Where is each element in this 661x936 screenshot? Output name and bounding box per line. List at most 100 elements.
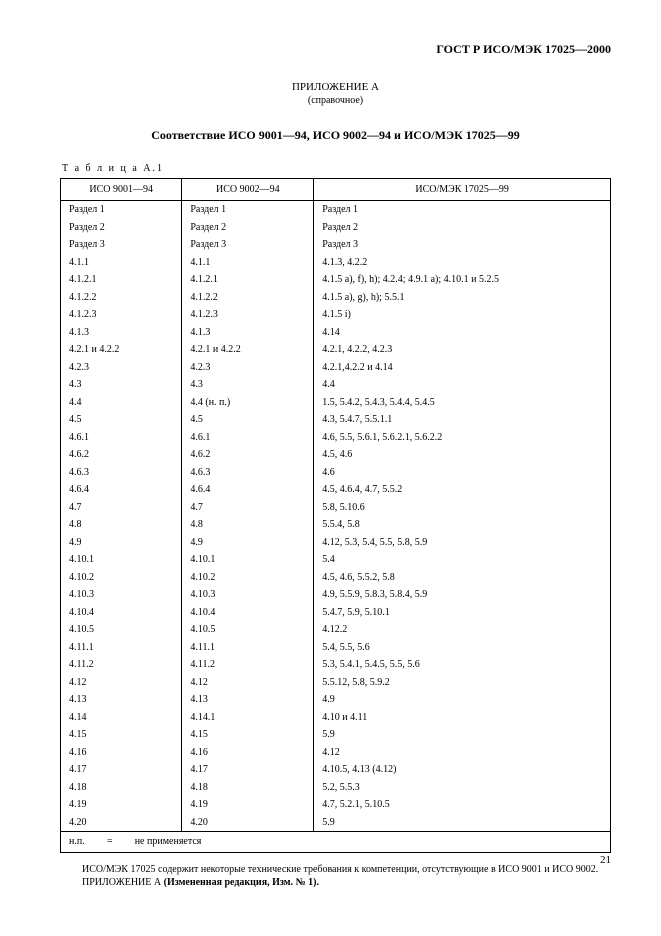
table-cell: 4.1.3 <box>61 324 182 342</box>
table-cell: 4.6, 5.5, 5.6.1, 5.6.2.1, 5.6.2.2 <box>314 429 611 447</box>
table-cell: 5.4 <box>314 551 611 569</box>
doc-title: ГОСТ Р ИСО/МЭК 17025—2000 <box>60 42 611 57</box>
table-cell: 4.9 <box>314 691 611 709</box>
table-cell: 5.9 <box>314 726 611 744</box>
table-cell: 4.5 <box>182 411 314 429</box>
th-col2: ИСО 9002—94 <box>182 179 314 201</box>
table-row: 4.1.2.14.1.2.14.1.5 a), f), h); 4.2.4; 4… <box>61 271 611 289</box>
table-cell: 4.5, 4.6.4, 4.7, 5.5.2 <box>314 481 611 499</box>
table-cell: 4.2.3 <box>182 359 314 377</box>
table-foot-row: н.п.=не применяется <box>61 832 611 852</box>
table-row: 4.1.2.24.1.2.24.1.5 a), g), h); 5.5.1 <box>61 289 611 307</box>
table-cell: 4.1.2.3 <box>61 306 182 324</box>
table-cell: 4.3, 5.4.7, 5.5.1.1 <box>314 411 611 429</box>
table-container: ИСО 9001—94 ИСО 9002—94 ИСО/МЭК 17025—99… <box>60 178 611 853</box>
table-cell: 4.11.1 <box>61 639 182 657</box>
table-row: 4.54.54.3, 5.4.7, 5.5.1.1 <box>61 411 611 429</box>
table-cell: 4.15 <box>61 726 182 744</box>
table-cell: 4.20 <box>182 814 314 832</box>
table-cell: Раздел 2 <box>182 219 314 237</box>
page-number: 21 <box>600 854 611 866</box>
table-cell: 4.1.2.1 <box>61 271 182 289</box>
table-cell: 4.5 <box>61 411 182 429</box>
table-cell: 4.10 и 4.11 <box>314 709 611 727</box>
table-cell: 4.3 <box>61 376 182 394</box>
table-cell: 4.14.1 <box>182 709 314 727</box>
table-row: 4.1.34.1.34.14 <box>61 324 611 342</box>
table-cell: 4.12 <box>314 744 611 762</box>
table-cell: 4.6.2 <box>182 446 314 464</box>
table-row: 4.94.94.12, 5.3, 5.4, 5.5, 5.8, 5.9 <box>61 534 611 552</box>
table-row: 4.44.4 (н. п.)1.5, 5.4.2, 5.4.3, 5.4.4, … <box>61 394 611 412</box>
table-body: Раздел 1Раздел 1Раздел 1Раздел 2Раздел 2… <box>61 201 611 852</box>
table-cell: 4.16 <box>182 744 314 762</box>
table-row: 4.134.134.9 <box>61 691 611 709</box>
table-row: 4.10.54.10.54.12.2 <box>61 621 611 639</box>
table-cell: 4.1.3, 4.2.2 <box>314 254 611 272</box>
table-row: 4.164.164.12 <box>61 744 611 762</box>
table-cell: 4.4 <box>314 376 611 394</box>
table-cell: 4.6.3 <box>61 464 182 482</box>
table-cell: 4.7 <box>61 499 182 517</box>
table-cell: 4.6 <box>314 464 611 482</box>
table-cell: 4.6.1 <box>182 429 314 447</box>
table-row: 4.1.2.34.1.2.34.1.5 i) <box>61 306 611 324</box>
table-cell: 4.1.2.1 <box>182 271 314 289</box>
table-cell: 4.9 <box>182 534 314 552</box>
table-row: 4.2.34.2.34.2.1,4.2.2 и 4.14 <box>61 359 611 377</box>
table-row: 4.84.85.5.4, 5.8 <box>61 516 611 534</box>
table-cell: 5.5.4, 5.8 <box>314 516 611 534</box>
table-cell: 4.10.5 <box>182 621 314 639</box>
note-edition-change: (Измененная редакция, Изм. № 1). <box>164 877 319 888</box>
table-cell: Раздел 1 <box>61 201 182 219</box>
table-cell: 4.10.3 <box>61 586 182 604</box>
table-cell: 4.13 <box>61 691 182 709</box>
table-row: 4.10.44.10.45.4.7, 5.9, 5.10.1 <box>61 604 611 622</box>
table-cell: 4.19 <box>182 796 314 814</box>
appendix-title: ПРИЛОЖЕНИЕ А <box>60 81 611 93</box>
correspondence-table: ИСО 9001—94 ИСО 9002—94 ИСО/МЭК 17025—99… <box>61 179 611 852</box>
table-cell: Раздел 2 <box>314 219 611 237</box>
table-cell: 4.11.2 <box>182 656 314 674</box>
table-cell: 4.10.3 <box>182 586 314 604</box>
table-cell: 4.1.5 a), f), h); 4.2.4; 4.9.1 a); 4.10.… <box>314 271 611 289</box>
table-cell: 4.10.2 <box>61 569 182 587</box>
table-cell: 4.1.2.3 <box>182 306 314 324</box>
table-cell: 5.9 <box>314 814 611 832</box>
table-row: 4.2.1 и 4.2.24.2.1 и 4.2.24.2.1, 4.2.2, … <box>61 341 611 359</box>
table-cell: 5.5.12, 5.8, 5.9.2 <box>314 674 611 692</box>
table-cell: 4.15 <box>182 726 314 744</box>
table-cell: 4.6.1 <box>61 429 182 447</box>
table-cell: 4.6.4 <box>61 481 182 499</box>
table-cell: 4.4 <box>61 394 182 412</box>
table-cell: 4.1.2.2 <box>61 289 182 307</box>
table-row: Раздел 1Раздел 1Раздел 1 <box>61 201 611 219</box>
table-row: 4.6.14.6.14.6, 5.5, 5.6.1, 5.6.2.1, 5.6.… <box>61 429 611 447</box>
table-row: 4.11.14.11.15.4, 5.5, 5.6 <box>61 639 611 657</box>
th-col1: ИСО 9001—94 <box>61 179 182 201</box>
table-cell: 4.1.5 a), g), h); 5.5.1 <box>314 289 611 307</box>
table-row: 4.194.194.7, 5.2.1, 5.10.5 <box>61 796 611 814</box>
table-row: 4.11.24.11.25.3, 5.4.1, 5.4.5, 5.5, 5.6 <box>61 656 611 674</box>
table-cell: 4.2.1 и 4.2.2 <box>61 341 182 359</box>
table-cell: 4.12, 5.3, 5.4, 5.5, 5.8, 5.9 <box>314 534 611 552</box>
table-row: 4.34.34.4 <box>61 376 611 394</box>
table-cell: 4.12 <box>182 674 314 692</box>
th-col3: ИСО/МЭК 17025—99 <box>314 179 611 201</box>
table-cell: 4.9, 5.5.9, 5.8.3, 5.8.4, 5.9 <box>314 586 611 604</box>
correspondence-title: Соответствие ИСО 9001—94, ИСО 9002—94 и … <box>60 128 611 143</box>
table-cell: 5.3, 5.4.1, 5.4.5, 5.5, 5.6 <box>314 656 611 674</box>
table-cell: 4.2.1 и 4.2.2 <box>182 341 314 359</box>
table-cell: 4.8 <box>182 516 314 534</box>
table-cell: 5.8, 5.10.6 <box>314 499 611 517</box>
table-cell: 4.18 <box>182 779 314 797</box>
table-cell: Раздел 1 <box>314 201 611 219</box>
table-cell: 4.14 <box>61 709 182 727</box>
table-cell: 5.2, 5.5.3 <box>314 779 611 797</box>
table-cell: 4.5, 4.6 <box>314 446 611 464</box>
table-cell: 4.17 <box>182 761 314 779</box>
table-cell: 4.5, 4.6, 5.5.2, 5.8 <box>314 569 611 587</box>
table-row: Раздел 3Раздел 3Раздел 3 <box>61 236 611 254</box>
table-row: 4.174.174.10.5, 4.13 (4.12) <box>61 761 611 779</box>
table-cell: 4.18 <box>61 779 182 797</box>
